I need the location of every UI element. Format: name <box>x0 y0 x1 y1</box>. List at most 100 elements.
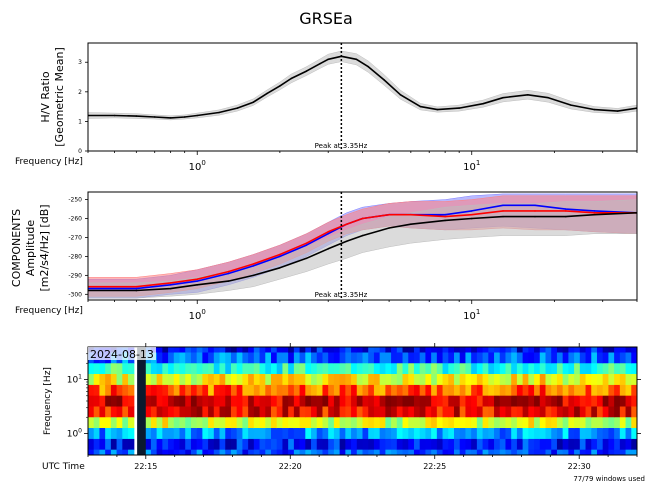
spectrogram-cell <box>179 347 186 354</box>
spectrogram-cell <box>425 449 432 455</box>
spectrogram-cell <box>511 352 518 364</box>
spectrogram-cell <box>625 347 632 354</box>
spectrogram-cell <box>230 406 238 418</box>
components-point <box>502 204 504 207</box>
spectrogram-cell <box>293 406 301 418</box>
spectrogram-cell <box>522 417 529 429</box>
spectrogram-cell <box>202 352 209 364</box>
spectrogram-cell <box>322 438 329 451</box>
spectrogram-cell <box>299 395 306 408</box>
spectrogram-cell <box>168 384 175 397</box>
spectrogram-cell <box>402 428 409 440</box>
spectrogram-cell <box>431 384 438 397</box>
spectrogram-cell <box>413 374 421 386</box>
spectrogram-cell <box>230 428 238 440</box>
hv-ratio-point <box>279 85 281 87</box>
spectrogram-cell <box>179 438 186 451</box>
spectrogram-cell <box>213 347 221 354</box>
spectrogram-cell <box>396 438 404 451</box>
spectrogram-cell <box>608 363 615 375</box>
spectrogram-cell <box>391 374 398 386</box>
hv-ratio-point <box>399 93 402 96</box>
spectrogram-cell <box>385 438 392 451</box>
spectrogram-cell <box>230 384 238 397</box>
spectrogram-cell <box>425 347 432 354</box>
spectrogram-cell <box>196 417 203 429</box>
spectrogram-cell <box>465 363 472 375</box>
hv-ratio-ylabel-line1: H/V Ratio <box>39 71 52 123</box>
spectrogram-cell <box>122 428 129 440</box>
spectrogram-cell <box>339 449 346 455</box>
spectrogram-cell <box>631 449 637 455</box>
spectrogram-cell <box>471 347 478 354</box>
components-point <box>196 278 199 280</box>
spectrogram-cell <box>391 449 398 455</box>
spectrogram-cell <box>305 417 312 429</box>
spectrogram-cell <box>551 374 558 386</box>
spectrogram-cell <box>265 363 272 375</box>
spectrogram-cell <box>219 347 226 354</box>
spectrogram-cell <box>408 347 415 354</box>
components-point <box>227 280 230 282</box>
spectrogram-cell <box>494 395 501 408</box>
spectrogram-cell <box>602 384 610 397</box>
spectrogram-cell <box>173 352 181 364</box>
spectrogram-cell <box>116 395 123 408</box>
spectrogram-cell <box>476 374 484 386</box>
spectrogram-cell <box>345 406 352 418</box>
spectrogram-cell <box>293 352 301 364</box>
spectrogram-cell <box>402 417 409 429</box>
spectrogram-cell <box>173 417 181 429</box>
spectrogram-cell <box>442 449 449 455</box>
spectrogram-cell <box>408 438 415 451</box>
spectrogram-cell <box>242 352 249 364</box>
spectrogram-cell <box>282 363 289 375</box>
spectrogram-cell <box>499 406 507 418</box>
spectrogram-cell <box>436 347 444 354</box>
spectrogram-cell <box>436 395 444 408</box>
spectrogram-cell <box>528 363 535 375</box>
spectrogram-cell <box>454 428 461 440</box>
spectrogram-cell <box>459 438 467 451</box>
spectrogram-cell <box>173 438 181 451</box>
spectrogram-cell <box>196 384 203 397</box>
spectrogram-cell <box>465 438 472 451</box>
spectrogram-cell <box>488 406 495 418</box>
spectrogram-cell <box>356 428 364 440</box>
spectrogram-cell <box>288 384 295 397</box>
spectrogram-cell <box>110 384 118 397</box>
spectrogram-cell <box>545 428 552 440</box>
spectrogram-cell <box>236 428 244 440</box>
spectrogram-cell <box>614 428 621 440</box>
hv-ratio-point <box>196 114 199 117</box>
hv-ratio-point <box>169 117 172 119</box>
spectrogram-cell <box>230 438 238 451</box>
components-point <box>227 270 230 273</box>
spectrogram-cell <box>105 438 112 451</box>
spectrogram-cell <box>351 352 358 364</box>
spectrogram-cell <box>562 428 569 440</box>
spectrogram-cell <box>248 363 255 375</box>
spectrogram-cell <box>385 352 392 364</box>
components-point <box>534 204 536 207</box>
spectrogram-cell <box>579 417 587 429</box>
spectrogram-cell <box>396 406 404 418</box>
spectrogram-cell <box>454 374 461 386</box>
spectrogram-cell <box>248 374 255 386</box>
spectrogram-cell <box>448 352 455 364</box>
spectrogram-cell <box>93 406 101 418</box>
spectrogram-cell <box>413 384 421 397</box>
spectrogram-cell <box>259 352 266 364</box>
spectrogram-cell <box>345 428 352 440</box>
spectrogram-cell <box>528 406 535 418</box>
spectrogram-cell <box>465 347 472 354</box>
spectrogram-cell <box>265 417 272 429</box>
spectrogram-cell <box>145 395 152 408</box>
spectrogram-cell <box>631 438 637 451</box>
spectrogram-cell <box>253 428 261 440</box>
spectrogram-cell <box>128 406 135 418</box>
hv-ratio-ytick-label: 0 <box>78 148 82 155</box>
spectrogram-cell <box>219 438 226 451</box>
spectrogram-cell <box>499 347 507 354</box>
spectrogram-cell <box>345 438 352 451</box>
